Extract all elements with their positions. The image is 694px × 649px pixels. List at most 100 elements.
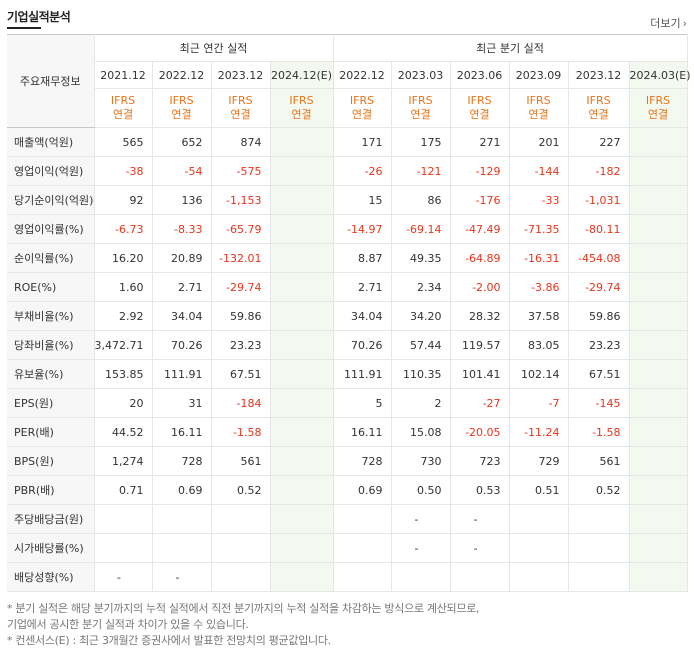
table-row: 당기순이익(억원) 92 136 -1,153 15 86 -176 -33 -1,031 [7, 185, 688, 215]
table-cell: 0.69 [152, 475, 212, 505]
table-cell: -132.01 [211, 243, 271, 273]
table-cell: -145 [568, 388, 630, 418]
table-cell: -121 [391, 156, 451, 186]
table-row: 순이익률(%) 16.20 20.89 -132.01 8.87 49.35 -64.89-… [7, 243, 688, 273]
ifrs-header: IFRS 연결 [332, 88, 392, 128]
table-cell: -64.89 [450, 243, 510, 273]
ifrs-label: IFRS [169, 94, 194, 107]
table-cell: 70.26 [332, 330, 392, 360]
table-cell: 34.04 [152, 301, 212, 331]
table-cell [332, 562, 392, 592]
table-row: PER(배) 44.52 16.11 -1.58 16.11 15.08 -20.05 -11… [7, 417, 688, 447]
table-cell: 561 [568, 446, 630, 476]
table-cell [270, 475, 334, 505]
table-cell: 0.69 [332, 475, 392, 505]
table-cell [629, 533, 688, 563]
table-cell: 652 [152, 127, 212, 157]
table-cell: -69.14 [391, 214, 451, 244]
consolidated-label: 연결 [469, 108, 490, 121]
row-label: 당좌비율(%) [7, 330, 95, 360]
table-cell: 565 [94, 127, 153, 157]
table-cell: 102.14 [509, 359, 569, 389]
table-cell: -129 [450, 156, 510, 186]
table-cell: -2.00 [450, 272, 510, 302]
table-cell [270, 417, 334, 447]
table-cell [629, 475, 688, 505]
table-row: 당좌비율(%) 3,472.71 70.26 23.23 70.26 57.44 119.5… [7, 330, 688, 360]
consolidated-label: 연결 [647, 108, 669, 121]
table-cell: - [391, 504, 451, 534]
table-cell: 874 [211, 127, 271, 157]
period-header: 2023.12 [568, 61, 630, 89]
table-cell [568, 533, 630, 563]
table-cell [152, 533, 212, 563]
period-header: 2023.09 [509, 61, 569, 89]
table-cell: 0.52 [568, 475, 630, 505]
table-cell [270, 156, 334, 186]
table-cell: -29.74 [211, 272, 271, 302]
row-label: 유보율(%) [7, 359, 95, 389]
row-label: 배당성향(%) [7, 562, 95, 592]
footnote-3: * 컨센서스(E) : 최근 3개월간 증권사에서 발표한 전망치의 평균값입니… [7, 634, 331, 647]
table-cell [629, 127, 688, 157]
more-link[interactable]: 더보기 › [650, 15, 687, 31]
table-row: 영업이익률(%) -6.73 -8.33 -65.79 -14.97 -69.14 -47.… [7, 214, 688, 244]
table-cell: 0.50 [391, 475, 451, 505]
table-cell: 49.35 [391, 243, 451, 273]
table-cell [270, 214, 334, 244]
table-cell: 136 [152, 185, 212, 215]
table-cell: -1,153 [211, 185, 271, 215]
row-label: PBR(배) [7, 475, 95, 505]
ifrs-label: IFRS [526, 94, 551, 107]
table-cell [391, 562, 451, 592]
table-cell [94, 533, 153, 563]
table-cell: -8.33 [152, 214, 212, 244]
row-label: EPS(원) [7, 388, 95, 418]
table-cell: -176 [450, 185, 510, 215]
table-cell [270, 127, 334, 157]
table-cell: 86 [391, 185, 451, 215]
table-cell: 171 [332, 127, 392, 157]
table-cell [629, 243, 688, 273]
table-row: 주당배당금(원) - - [7, 504, 688, 534]
period-header: 2023.03 [391, 61, 451, 89]
table-cell: 1.60 [94, 272, 153, 302]
ifrs-header: IFRS 연결 [568, 88, 630, 128]
table-cell [629, 330, 688, 360]
table-cell: 20 [94, 388, 153, 418]
table-cell [568, 562, 630, 592]
period-header: 2024.12(E) [270, 61, 334, 89]
table-cell [211, 533, 271, 563]
table-cell: -20.05 [450, 417, 510, 447]
chevron-right-icon: › [682, 16, 687, 30]
table-cell [509, 533, 569, 563]
table-cell: 111.91 [152, 359, 212, 389]
table-cell [270, 446, 334, 476]
table-cell: 2.92 [94, 301, 153, 331]
table-cell: 723 [450, 446, 510, 476]
ifrs-label: IFRS [586, 94, 611, 107]
table-cell: -575 [211, 156, 271, 186]
table-cell: -47.49 [450, 214, 510, 244]
ifrs-label: IFRS [228, 94, 253, 107]
table-cell [629, 388, 688, 418]
ifrs-label: IFRS [349, 94, 375, 107]
table-cell: -65.79 [211, 214, 271, 244]
footnotes: * 분기 실적은 해당 분기까지의 누적 실적에서 직전 분기까지의 누적 실적… [7, 601, 480, 649]
table-cell: 23.23 [568, 330, 630, 360]
table-cell [211, 504, 271, 534]
table-cell: -80.11 [568, 214, 630, 244]
table-cell: -6.73 [94, 214, 153, 244]
table-cell [568, 504, 630, 534]
ifrs-header: IFRS 연결 [270, 88, 334, 128]
consolidated-label: 연결 [588, 108, 609, 121]
table-row: 유보율(%) 153.85 111.91 67.51 111.91 110.35 101.4… [7, 359, 688, 389]
table-cell: 2.71 [152, 272, 212, 302]
table-cell [629, 272, 688, 302]
table-cell [270, 243, 334, 273]
table-cell [94, 504, 153, 534]
table-cell: -7 [509, 388, 569, 418]
table-cell: 0.53 [450, 475, 510, 505]
table-cell [629, 214, 688, 244]
table-cell [332, 504, 392, 534]
